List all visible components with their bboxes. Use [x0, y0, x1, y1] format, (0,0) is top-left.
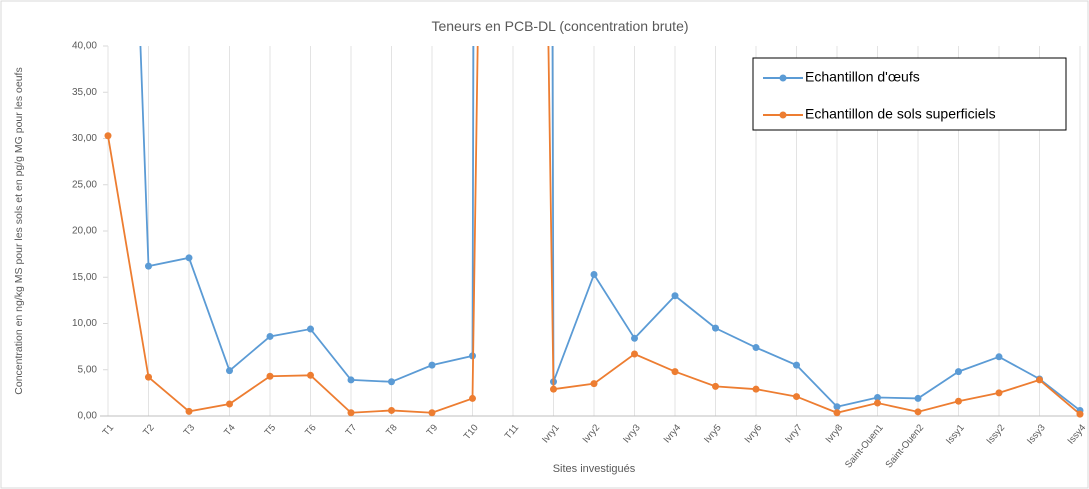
data-point: [185, 407, 193, 415]
data-point: [145, 262, 152, 270]
data-point: [1076, 410, 1084, 418]
y-tick-label: 35,00: [72, 87, 97, 98]
data-point: [307, 371, 314, 379]
y-tick-label: 5,00: [78, 364, 98, 375]
data-point: [995, 389, 1003, 397]
x-tick-label: T7: [344, 422, 360, 438]
data-point: [388, 378, 395, 386]
data-point: [590, 380, 598, 388]
y-axis-title: Concentration en ng/kg MS pour les sols …: [13, 67, 25, 394]
x-tick-label: T6: [303, 422, 319, 438]
data-point: [266, 332, 274, 340]
data-point: [388, 406, 395, 414]
y-tick-label: 20,00: [72, 226, 97, 237]
legend-marker: [779, 74, 787, 82]
data-point: [712, 324, 719, 332]
data-point: [712, 382, 719, 390]
data-point: [469, 394, 476, 402]
x-tick-label: T4: [222, 422, 238, 438]
data-point: [428, 409, 436, 417]
y-tick-label: 30,00: [72, 133, 97, 144]
data-point: [226, 367, 233, 375]
data-point: [995, 353, 1003, 361]
plot: [104, 46, 1084, 418]
data-point: [347, 409, 355, 417]
legend: [752, 57, 1067, 131]
legend-label: Echantillon d'œufs: [805, 69, 920, 85]
y-tick-label: 10,00: [72, 318, 97, 329]
data-point: [752, 344, 760, 352]
data-point: [428, 361, 436, 369]
x-tick-label: T3: [182, 422, 198, 438]
data-point: [671, 368, 679, 376]
x-tick-label: T8: [384, 422, 400, 438]
data-point: [671, 292, 679, 300]
data-point: [347, 376, 355, 384]
y-tick-label: 25,00: [72, 179, 97, 190]
chart-title: Teneurs en PCB-DL (concentration brute): [431, 18, 688, 34]
data-point: [874, 394, 881, 401]
data-point: [631, 334, 638, 342]
x-tick-label: T9: [425, 422, 441, 438]
data-point: [590, 270, 598, 278]
legend-label: Echantillon de sols superficiels: [805, 106, 996, 122]
y-tick-label: 15,00: [72, 272, 97, 283]
data-point: [266, 372, 274, 380]
data-point: [104, 132, 112, 140]
data-point: [833, 409, 841, 417]
data-point: [874, 399, 881, 407]
legend-marker: [779, 111, 787, 119]
data-point: [955, 368, 962, 376]
data-point: [955, 397, 962, 405]
data-point: [145, 373, 152, 381]
data-point: [793, 393, 800, 401]
data-point: [226, 400, 233, 408]
data-point: [185, 254, 193, 262]
x-axis-title: Sites investigués: [553, 463, 636, 475]
data-point: [307, 325, 314, 333]
data-point: [914, 408, 922, 416]
data-point: [631, 350, 638, 358]
data-point: [833, 403, 841, 411]
data-point: [793, 361, 800, 369]
data-point: [1036, 376, 1043, 384]
y-tick-label: 40,00: [72, 41, 97, 52]
x-tick-label: T5: [263, 422, 279, 438]
x-tick-label: T2: [141, 422, 157, 438]
y-tick-label: 0,00: [78, 411, 98, 422]
x-tick-label: T1: [101, 422, 117, 438]
data-point: [752, 385, 760, 393]
data-point: [550, 385, 557, 393]
data-point: [914, 394, 922, 402]
